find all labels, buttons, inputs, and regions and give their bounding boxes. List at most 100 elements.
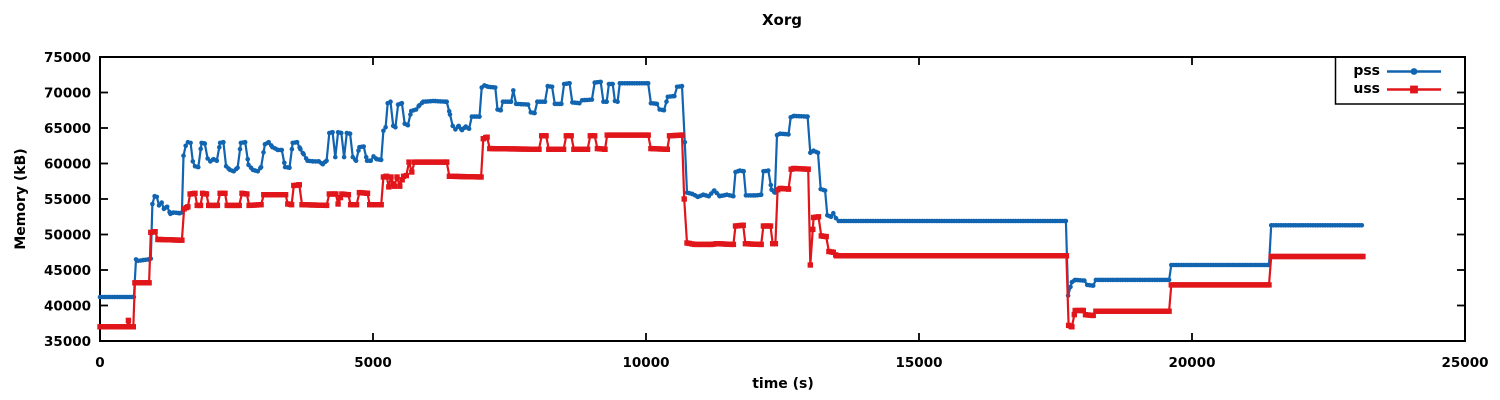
pss-data-point [447,112,453,117]
pss-data-point [682,139,688,145]
pss-data-point [822,188,828,193]
pss-data-point [255,169,261,174]
pss-data-point [361,144,367,149]
pss-data-point [1359,223,1365,228]
uss-data-point [337,194,344,201]
y-tick-label: 50000 [44,228,91,244]
pss-data-point [542,99,548,104]
uss-data-point [130,324,136,330]
y-tick-label: 75000 [44,50,91,66]
uss-data-point [560,146,567,152]
y-tick-label: 40000 [44,299,91,315]
pss-data-point [768,182,774,188]
uss-data-point [364,190,371,196]
pss-data-point [381,128,386,134]
y-axis-label: Memory (kB) [13,148,29,250]
uss-data-point [353,202,360,208]
pss-data-point [266,139,272,145]
x-tick-label: 10000 [623,355,670,371]
pss-data-point [150,201,155,207]
pss-data-point [198,146,203,152]
uss-data-point [740,222,746,228]
pss-data-point [828,214,834,220]
pss-data-point [532,110,537,116]
uss-data-point [185,204,191,210]
uss-data-point [386,184,392,190]
uss-data-point [124,324,130,330]
uss-data-point [296,182,302,188]
pss-data-point [1063,218,1069,224]
uss-data-point [388,174,394,180]
uss-data-point [1090,312,1096,319]
uss-data-point [568,133,574,139]
uss-data-point [592,133,598,139]
uss-data-point [125,317,132,324]
pss-data-point [190,159,196,164]
uss-data-point [152,229,158,235]
uss-data-point [258,202,264,208]
pss-data-point [610,81,615,87]
plot-border [99,56,1466,342]
uss-data-point [345,192,352,198]
pss-data-point [805,114,810,119]
pss-data-point [645,81,651,86]
pss-data-point [333,154,338,160]
pss-data-point [672,93,677,99]
pss-data-point [1068,284,1073,290]
pss-data-point [324,158,329,163]
x-tick-label: 20000 [1169,355,1216,371]
pss-data-point [205,156,210,161]
pss-data-point [217,145,222,150]
pss-data-point [202,141,208,146]
uss-data-point [1071,311,1077,318]
pss-data-point [604,99,609,104]
uss-data-point [444,159,450,165]
pss-data-point [598,79,603,85]
pss-data-point [339,130,344,136]
y-tick-label: 45000 [44,263,91,279]
pss-marker-icon [1410,68,1418,75]
uss-data-point [645,132,651,138]
uss-data-point [1063,253,1070,259]
uss-data-point [192,190,198,196]
pss-data-point [183,143,188,149]
uss-data-point [409,169,415,175]
pss-data-point [289,146,295,152]
pss-data-point [741,169,746,174]
pss-data-point [279,147,285,153]
uss-data-point [664,146,670,152]
uss-marker-icon [1410,85,1418,94]
pss-data-point [347,131,353,136]
pss-data-point [237,146,243,152]
pss-data-point [1166,277,1172,283]
pss-data-point [498,108,504,113]
uss-data-point [394,174,400,180]
pss-data-point [413,107,419,112]
pss-data-point [368,158,374,163]
pss-data-point [511,88,516,93]
pss-data-point [405,122,411,128]
uss-data-point [758,241,764,248]
pss-data-point [159,200,164,205]
pss-data-point [615,99,620,104]
pss-data-point [154,194,160,200]
uss-data-point [383,173,390,179]
pss-data-point [301,152,307,157]
pss-data-point [456,123,462,129]
pss-data-point [214,158,220,163]
uss-data-point [543,133,549,139]
uss-data-point [214,202,221,209]
x-tick-label: 5000 [354,355,392,371]
pss-data-point [393,125,398,130]
pss-data-point [298,147,303,152]
uss-data-point [222,190,228,196]
pss-data-point [661,108,667,113]
uss-data-point [406,159,412,165]
uss-data-point [1069,324,1075,330]
uss-data-point [1166,308,1172,314]
pss-data-point [261,150,266,155]
uss-data-point [805,166,811,172]
